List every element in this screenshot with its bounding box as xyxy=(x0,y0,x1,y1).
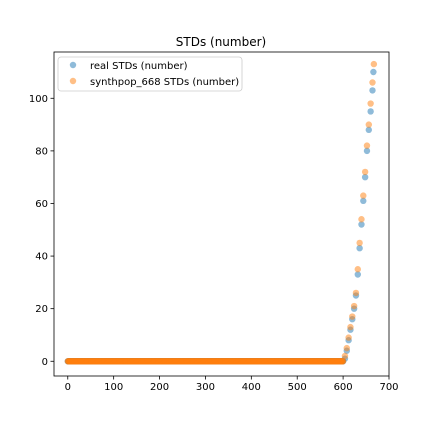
data-point xyxy=(367,108,374,115)
x-tick-label: 200 xyxy=(150,382,169,393)
legend-box xyxy=(57,56,243,92)
x-tick-label: 0 xyxy=(65,382,71,393)
axes-frame xyxy=(53,51,390,377)
x-tick-label: 600 xyxy=(334,382,353,393)
x-tick-label: 700 xyxy=(379,382,398,393)
data-point xyxy=(358,216,365,223)
y-tick-label: 60 xyxy=(35,199,48,210)
data-point xyxy=(369,79,376,86)
data-point xyxy=(370,68,377,76)
legend-label-real: real STDs (number) xyxy=(90,61,188,72)
data-point xyxy=(354,271,361,278)
plot-area: 0 100 200 300 400 500 600 700 0 20 40 60 80 100 xyxy=(29,51,399,393)
data-point xyxy=(356,244,363,252)
data-point xyxy=(365,121,373,128)
data-point xyxy=(367,100,374,107)
data-point xyxy=(358,221,365,228)
data-point xyxy=(354,266,361,273)
data-point xyxy=(363,147,371,155)
x-tick-label: 500 xyxy=(288,382,307,393)
chart-title: STDs (number) xyxy=(176,35,266,49)
data-point xyxy=(356,239,363,247)
y-tick-label: 0 xyxy=(42,357,48,368)
y-tick-label: 100 xyxy=(29,94,48,105)
x-tick-label: 100 xyxy=(104,382,123,393)
x-tick-label: 400 xyxy=(242,382,261,393)
data-point xyxy=(370,60,378,68)
x-tick-label: 300 xyxy=(196,382,215,393)
y-tick-label: 80 xyxy=(35,146,48,157)
data-point xyxy=(350,302,358,310)
data-point xyxy=(360,197,367,205)
data-point xyxy=(361,173,369,181)
data-point xyxy=(360,192,367,199)
data-point xyxy=(352,289,360,297)
data-point xyxy=(343,344,350,352)
data-point xyxy=(365,126,373,134)
data-point xyxy=(341,352,349,360)
data-point xyxy=(361,168,369,176)
legend-marker-synthpop xyxy=(69,77,77,85)
series-1 xyxy=(64,60,378,365)
y-tick-label: 40 xyxy=(35,252,48,263)
data-point xyxy=(369,87,376,94)
data-point xyxy=(339,358,347,365)
legend-label-synthpop: synthpop_668 STDs (number) xyxy=(90,77,239,88)
data-point xyxy=(347,323,354,331)
data-point xyxy=(363,142,371,149)
legend-marker-real xyxy=(69,61,77,69)
y-tick-label: 20 xyxy=(35,304,48,315)
data-point xyxy=(345,334,352,341)
data-point xyxy=(349,313,356,320)
legend: real STDs (number) synthpop_668 STDs (nu… xyxy=(57,56,243,92)
